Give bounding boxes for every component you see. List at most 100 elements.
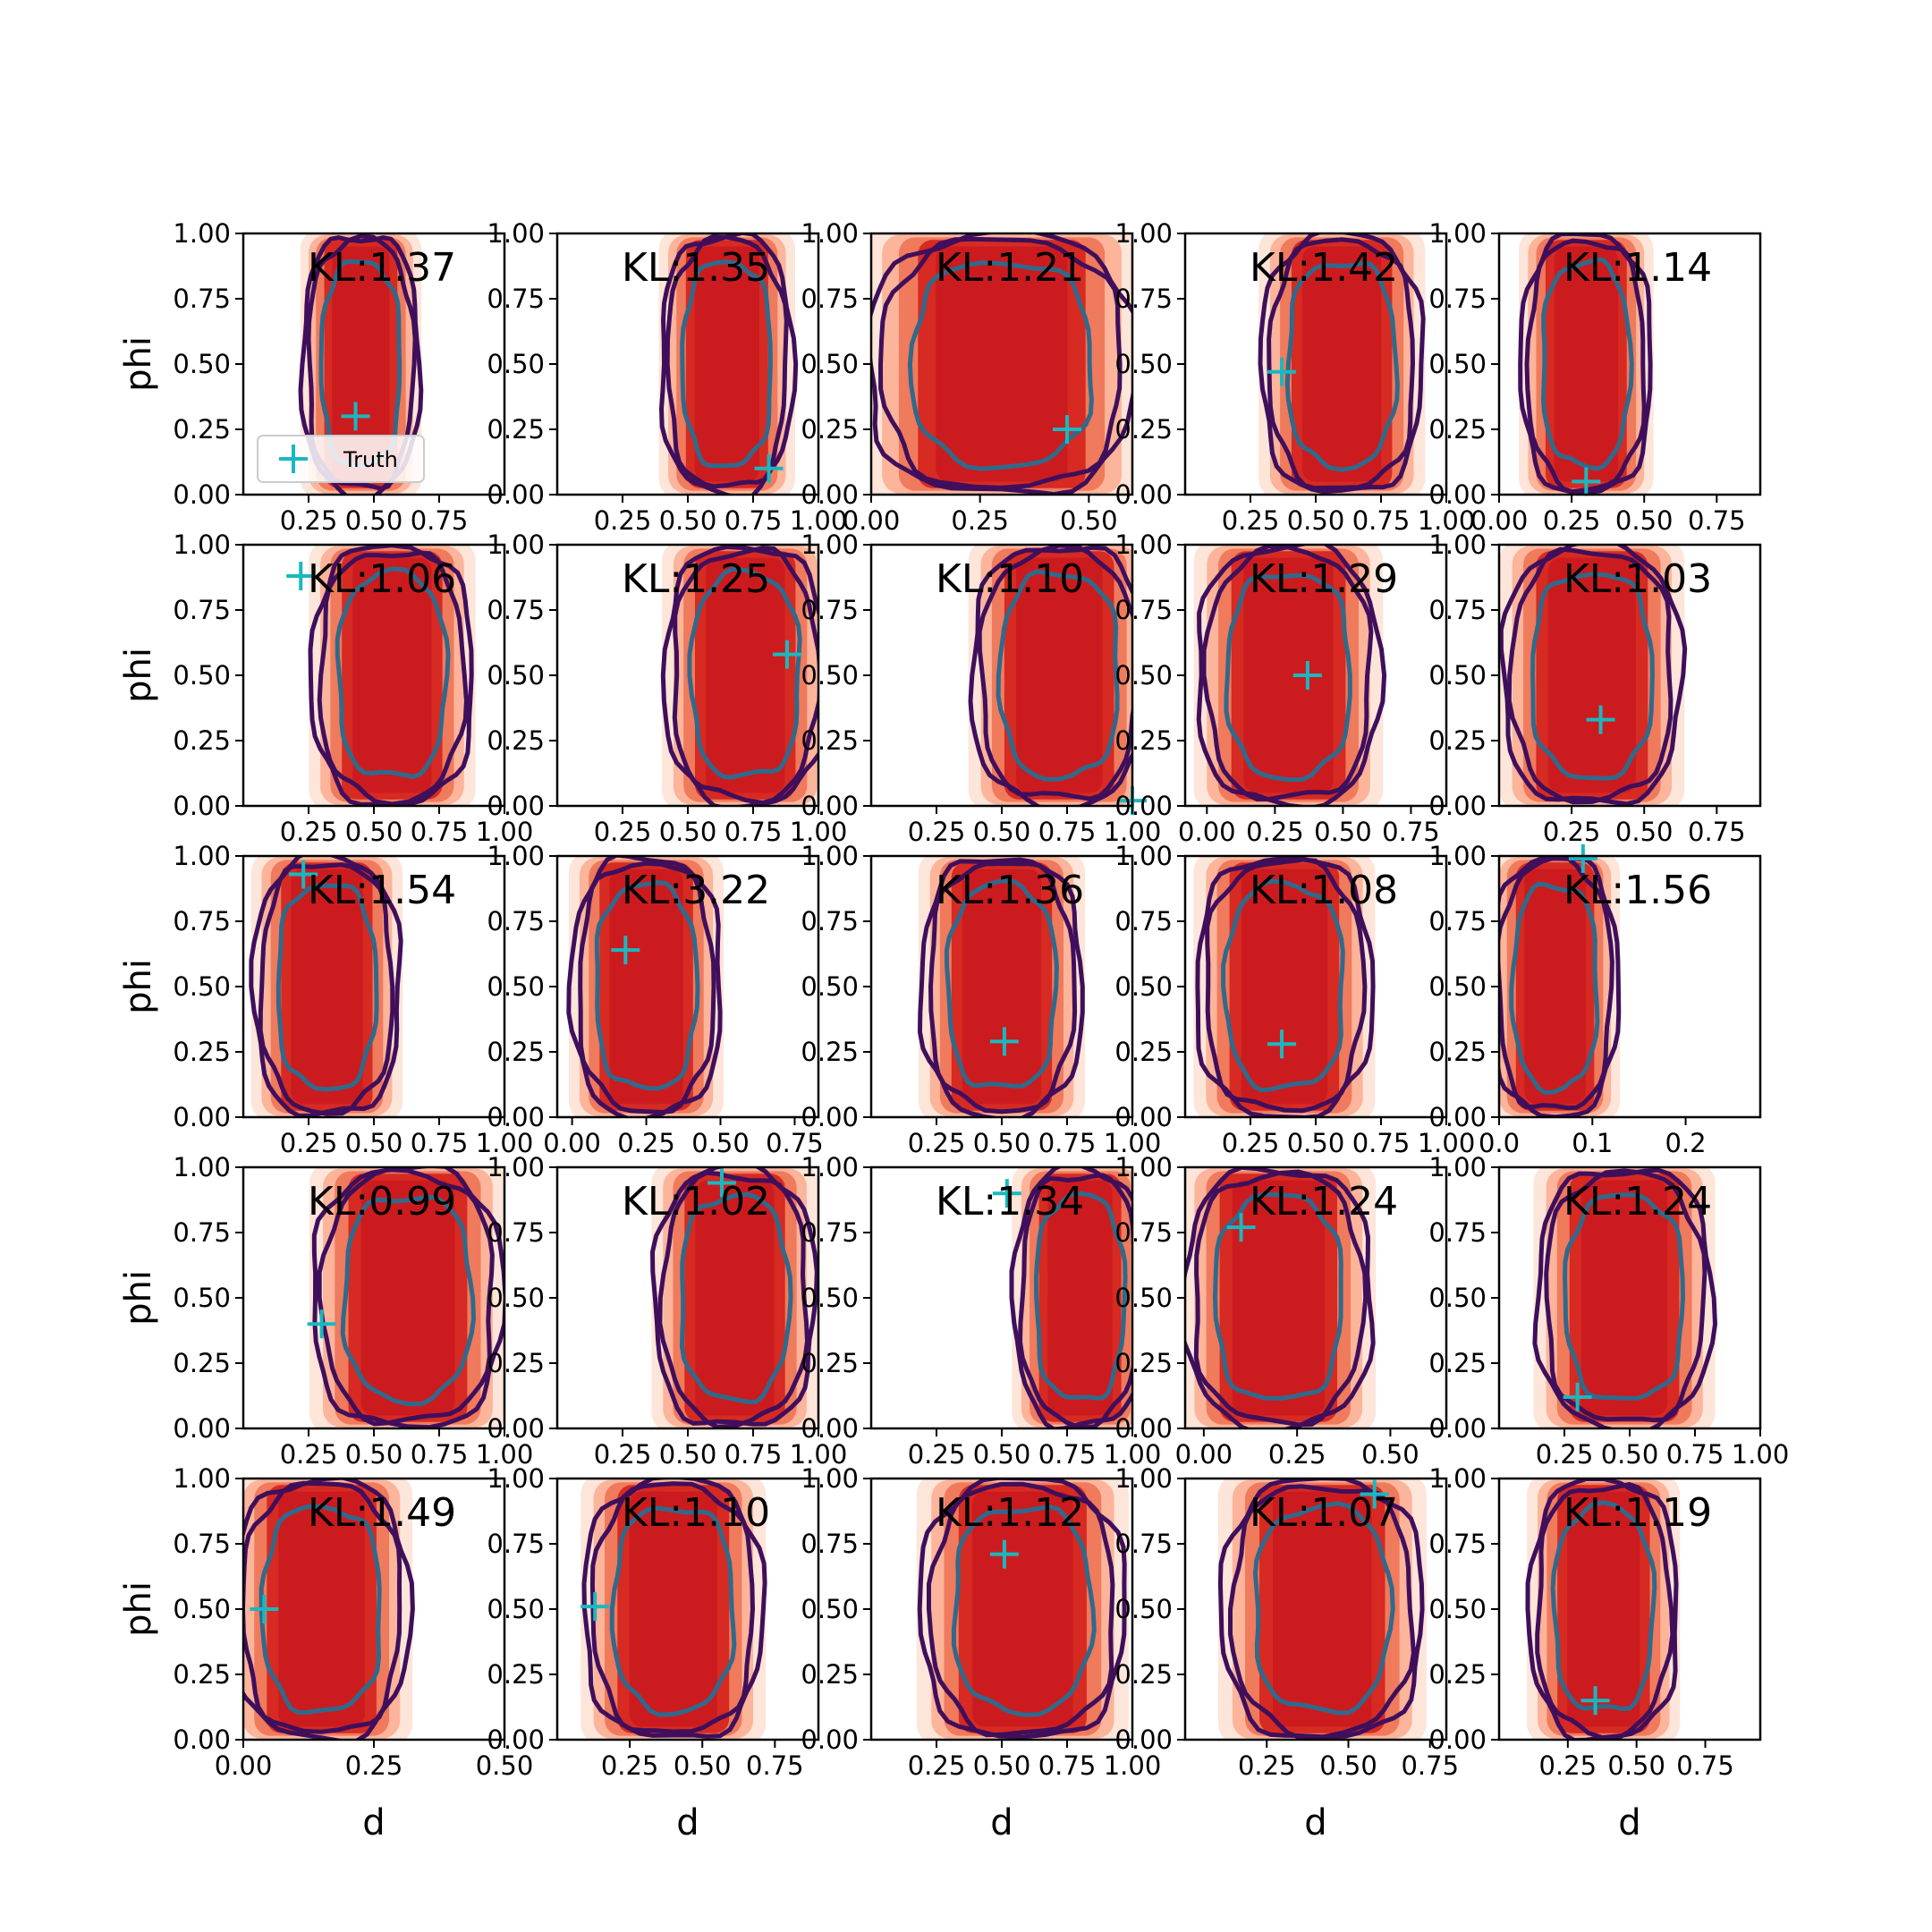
y-tick-label: 0.00	[1114, 1102, 1173, 1132]
y-axis-label: phi	[118, 648, 159, 703]
kl-divergence-label: KL:1.56	[1563, 868, 1712, 913]
y-tick-label: 0.25	[173, 1659, 231, 1690]
outer-contour-2	[317, 1167, 495, 1427]
density-fill-5	[706, 557, 785, 793]
y-tick-label: 0.00	[173, 479, 231, 510]
outer-contour	[1217, 1479, 1425, 1740]
inner-contour	[907, 260, 1094, 471]
y-tick-label: 0.75	[173, 906, 231, 936]
inner-contour	[1284, 260, 1400, 472]
x-tick-label: 0.25	[1238, 1750, 1296, 1781]
truth-marker	[1568, 843, 1597, 873]
x-axis-label: d	[1304, 1802, 1326, 1843]
x-tick-label: 0.50	[1361, 1439, 1419, 1470]
outer-contour-2	[1193, 1169, 1368, 1428]
inner-contour	[609, 1505, 737, 1717]
y-tick-label: 0.25	[487, 1659, 545, 1690]
x-tick-label: 1.00	[790, 505, 848, 536]
y-tick-label: 0.50	[173, 1594, 231, 1624]
x-tick-label: 0.25	[1543, 505, 1601, 536]
panel-14: 0.000.250.500.751.000.25 0.50 0.75 1.00KL:1…	[1114, 841, 1475, 1158]
y-tick-label: 1.00	[173, 530, 231, 560]
truth-marker	[580, 1592, 610, 1622]
y-tick-label: 1.00	[1114, 530, 1173, 560]
y-tick-label: 0.75	[1114, 1217, 1173, 1248]
y-tick-label: 0.25	[801, 1348, 859, 1378]
x-tick-label: 0.50	[476, 1750, 534, 1781]
inner-contour	[1550, 1500, 1657, 1712]
y-tick-label: 0.00	[1114, 1724, 1173, 1755]
outer-contour	[249, 856, 403, 1117]
x-tick-label: 0.25	[280, 817, 338, 847]
density-fill-5	[695, 1180, 775, 1416]
y-tick-label: 0.25	[1428, 1037, 1487, 1067]
x-tick-label: 0.25	[1543, 817, 1601, 847]
density-fill-5	[1524, 869, 1586, 1105]
x-tick-label: 0.00	[1178, 817, 1236, 847]
inner-contour	[1530, 572, 1655, 781]
x-tick-label: 0.75	[766, 1128, 824, 1158]
outer-contour-2	[1267, 237, 1416, 491]
x-tick-label: 0.25	[594, 1439, 652, 1470]
y-tick-label: 0.50	[487, 349, 545, 379]
density-fill-5	[962, 869, 1042, 1105]
kl-divergence-label: KL:1.07	[1250, 1490, 1398, 1536]
outer-contour-2	[877, 236, 1123, 490]
y-tick-label: 0.75	[801, 595, 859, 625]
inner-contour	[1033, 1191, 1128, 1401]
x-tick-label: 0.25	[280, 1439, 338, 1470]
kl-divergence-label: KL:1.10	[622, 1490, 770, 1536]
x-tick-label: 0.25	[280, 505, 338, 536]
y-tick-label: 0.25	[1114, 1037, 1173, 1067]
y-tick-label: 0.00	[1428, 791, 1487, 821]
x-tick-label: 0.50	[345, 817, 403, 847]
y-tick-label: 0.50	[1114, 660, 1173, 691]
x-tick-label: 0.50	[1314, 817, 1372, 847]
density-fill-5	[629, 1491, 717, 1727]
outer-contour-2	[589, 1481, 756, 1734]
panel-7: 0.000.250.500.751.000.25 0.50 0.75 1.00KL:1…	[487, 530, 847, 847]
kl-divergence-label: KL:1.10	[936, 556, 1084, 602]
x-tick-label: 0.25	[1222, 505, 1280, 536]
outer-contour-2	[1017, 1173, 1132, 1428]
outer-contour	[1499, 545, 1688, 806]
x-tick-label: 0.50	[1615, 817, 1674, 847]
y-tick-label: 1.00	[1114, 218, 1173, 249]
y-tick-label: 1.00	[1114, 841, 1173, 871]
inner-contour	[335, 566, 451, 779]
y-tick-label: 0.00	[487, 479, 545, 510]
inner-contour	[687, 566, 802, 780]
y-tick-label: 0.50	[1428, 1594, 1487, 1624]
kl-divergence-label: KL:1.42	[1250, 245, 1398, 291]
x-tick-label: 0.75	[1352, 505, 1411, 536]
x-tick-label: 0.75	[1038, 1439, 1097, 1470]
y-tick-label: 0.50	[801, 971, 859, 1002]
y-tick-label: 1.00	[173, 1463, 231, 1494]
panel-grid: 0.000.250.500.751.000.25 0.50 0.75KL:1.37T…	[173, 218, 1789, 1781]
kl-divergence-label: KL:1.24	[1563, 1179, 1712, 1224]
y-tick-label: 0.75	[801, 1529, 859, 1559]
inner-contour	[1221, 878, 1345, 1093]
kl-divergence-label: KL:1.19	[1563, 1490, 1712, 1536]
y-tick-label: 0.25	[1428, 725, 1487, 756]
kl-divergence-label: KL:1.14	[1563, 245, 1712, 291]
y-tick-label: 0.25	[173, 414, 231, 445]
outer-contour	[1185, 1167, 1376, 1428]
x-tick-label: 0.50	[659, 817, 717, 847]
truth-marker	[1586, 705, 1615, 734]
outer-contour	[871, 233, 1132, 495]
y-tick-label: 0.50	[1114, 1283, 1173, 1313]
x-tick-label: 0.50	[1601, 1439, 1659, 1470]
x-tick-label: 0.25	[601, 1750, 659, 1781]
x-tick-label: 0.50	[1615, 505, 1674, 536]
panel-13: 0.000.250.500.751.000.25 0.50 0.75 1.00KL:1…	[801, 841, 1161, 1158]
y-tick-label: 0.00	[1114, 479, 1173, 510]
y-tick-label: 0.25	[1114, 414, 1173, 445]
outer-contour	[660, 545, 818, 806]
y-tick-label: 0.75	[173, 284, 231, 314]
kl-divergence-label: KL:1.34	[936, 1179, 1084, 1224]
truth-marker	[1053, 415, 1081, 444]
density-fill-5	[278, 1491, 365, 1727]
y-tick-label: 0.00	[1428, 1413, 1487, 1444]
outer-contour	[1258, 233, 1426, 495]
